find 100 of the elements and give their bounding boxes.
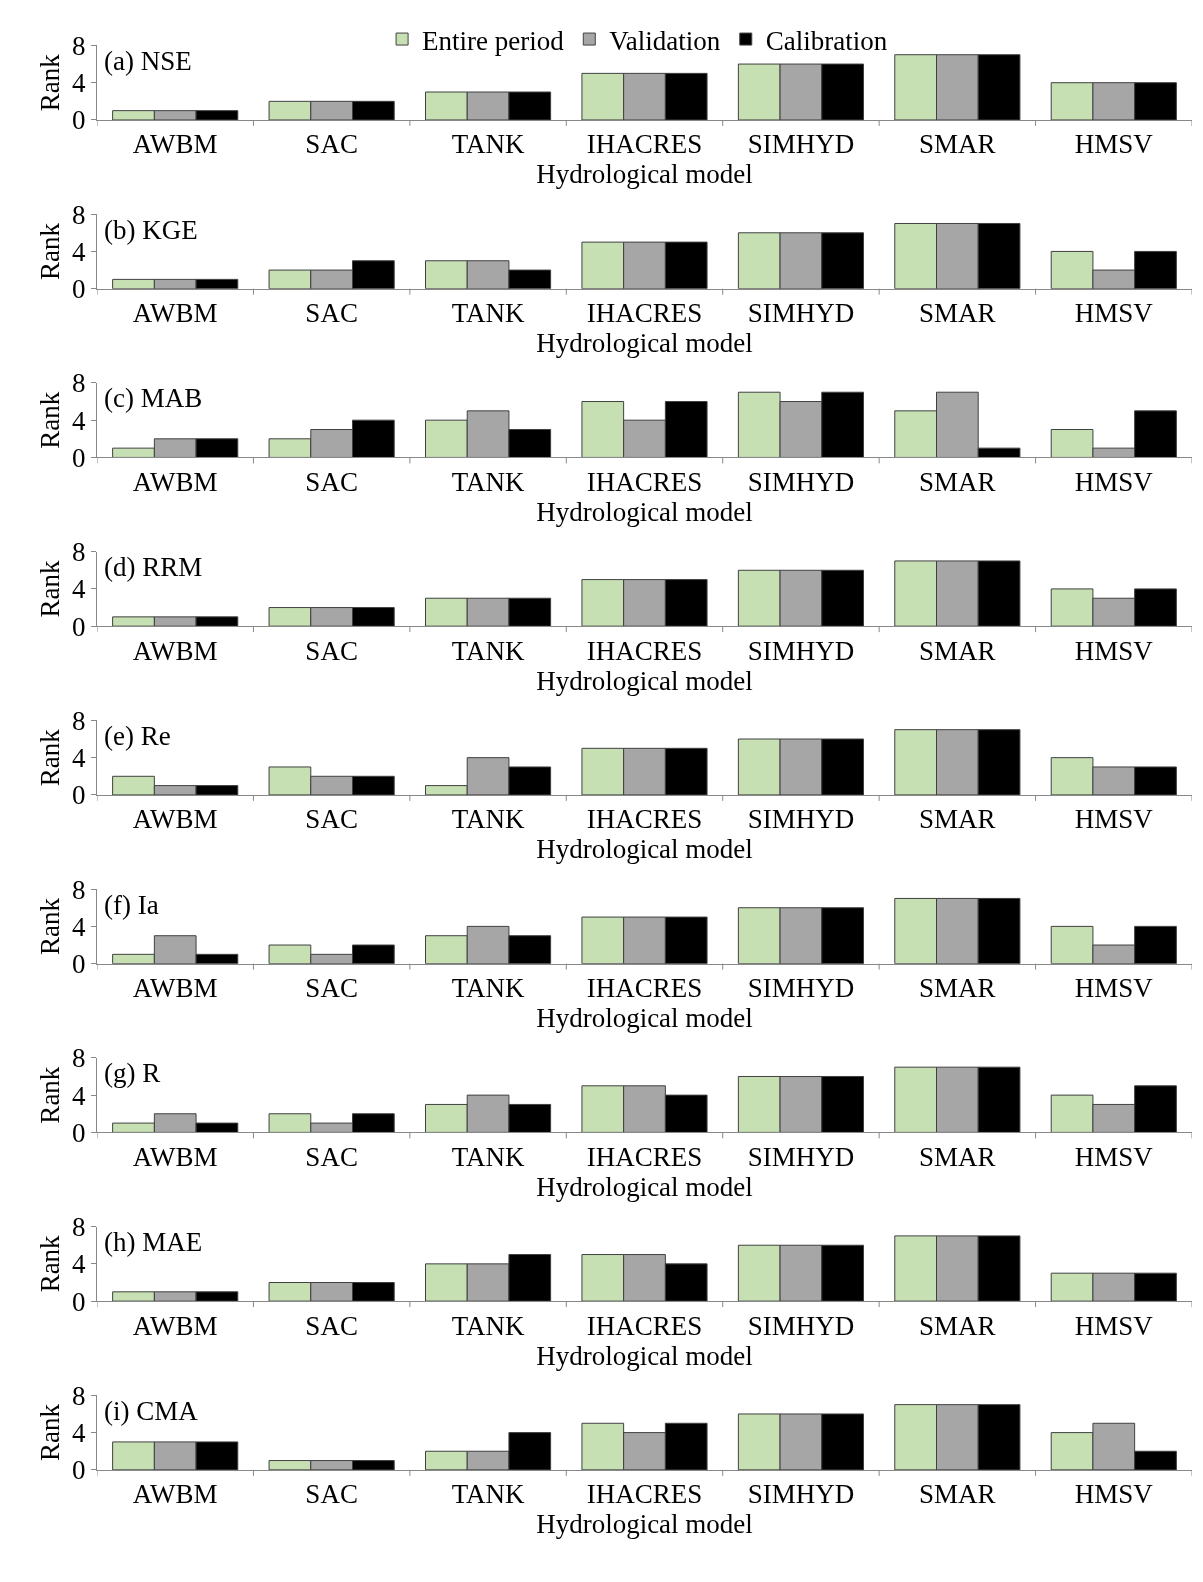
x-tick-label: SIMHYD (747, 466, 855, 497)
y-tick-label: 0 (72, 780, 86, 811)
x-tick-label: AWBM (132, 1479, 218, 1510)
x-tick-label: HMSV (1074, 973, 1154, 1004)
y-tick-label: 4 (72, 574, 87, 605)
x-tick-label: TANK (451, 466, 525, 497)
x-tick-label: IHACRES (586, 635, 703, 666)
x-tick-label: AWBM (132, 635, 218, 666)
x-tick-label: AWBM (132, 298, 218, 329)
x-tick-label: SAC (305, 1310, 358, 1341)
y-tick-label: 0 (72, 611, 86, 642)
x-tick-label: SAC (305, 635, 358, 666)
x-tick-label: SIMHYD (747, 1141, 855, 1172)
x-tick-label: IHACRES (586, 1141, 703, 1172)
x-tick-label: IHACRES (586, 1479, 703, 1510)
y-tick-label: 4 (72, 1080, 87, 1111)
x-tick-label: SIMHYD (747, 1310, 855, 1341)
x-tick-label: HMSV (1074, 129, 1154, 160)
y-tick-label: 8 (72, 368, 86, 399)
x-tick-label: SMAR (919, 804, 996, 835)
y-tick-label: 4 (72, 68, 87, 99)
y-tick-label: 4 (72, 236, 87, 267)
x-tick-label: SAC (305, 298, 358, 329)
x-tick-label: TANK (451, 973, 525, 1004)
y-tick-label: 8 (72, 1212, 86, 1243)
y-axis-title: Rank (35, 53, 66, 112)
y-axis-title: Rank (35, 728, 66, 787)
x-tick-label: SAC (305, 804, 358, 835)
x-tick-label: HMSV (1074, 635, 1154, 666)
x-tick-label: SMAR (919, 1479, 996, 1510)
x-axis-title: Hydrological model (536, 1171, 753, 1202)
x-tick-label: SIMHYD (747, 129, 855, 160)
y-axis-title: Rank (35, 1403, 66, 1462)
y-tick-label: 4 (72, 911, 87, 942)
y-tick-label: 8 (72, 199, 86, 230)
y-axis-title: Rank (35, 559, 66, 618)
x-tick-label: SMAR (919, 298, 996, 329)
chart-title: (f) Ia (104, 890, 159, 920)
x-tick-label: SMAR (919, 1310, 996, 1341)
x-tick-label: HMSV (1074, 1479, 1154, 1510)
x-tick-label: AWBM (132, 804, 218, 835)
x-tick-label: AWBM (132, 1141, 218, 1172)
x-axis-title: Hydrological model (536, 665, 753, 696)
y-axis-title: Rank (35, 1066, 66, 1124)
x-tick-label: SMAR (919, 1141, 996, 1172)
x-axis-title: Hydrological model (536, 1340, 753, 1371)
x-tick-label: SAC (305, 1141, 358, 1172)
y-tick-label: 0 (72, 442, 86, 473)
x-tick-label: TANK (451, 635, 525, 666)
y-tick-label: 0 (72, 1117, 86, 1148)
x-axis-title: Hydrological model (536, 1509, 753, 1540)
x-tick-label: SMAR (919, 466, 996, 497)
x-tick-label: HMSV (1074, 298, 1154, 329)
x-tick-label: TANK (451, 1479, 525, 1510)
y-tick-label: 8 (72, 30, 86, 61)
x-tick-label: TANK (451, 804, 525, 835)
x-tick-label: AWBM (132, 973, 218, 1004)
x-tick-label: AWBM (132, 466, 218, 497)
x-axis-title: Hydrological model (536, 1003, 753, 1034)
x-tick-label: SIMHYD (747, 298, 855, 329)
y-tick-label: 0 (72, 105, 86, 136)
chart-title: (e) Re (104, 721, 171, 751)
y-tick-label: 4 (72, 743, 87, 774)
x-tick-label: SAC (305, 466, 358, 497)
x-tick-label: HMSV (1074, 1310, 1154, 1341)
x-axis-title: Hydrological model (536, 496, 753, 527)
x-tick-label: SMAR (919, 129, 996, 160)
x-tick-label: IHACRES (586, 804, 703, 835)
x-tick-label: AWBM (132, 129, 218, 160)
chart-title: (h) MAE (104, 1227, 203, 1257)
y-tick-label: 0 (72, 949, 86, 980)
x-axis-title: Hydrological model (536, 159, 753, 190)
x-tick-label: HMSV (1074, 1141, 1154, 1172)
chart-title: (d) RRM (104, 552, 203, 582)
x-tick-label: TANK (451, 298, 525, 329)
x-tick-label: SIMHYD (747, 804, 855, 835)
y-tick-label: 0 (72, 1286, 86, 1317)
x-tick-label: IHACRES (586, 129, 703, 160)
x-tick-label: HMSV (1074, 804, 1154, 835)
y-tick-label: 8 (72, 705, 86, 736)
x-tick-label: SIMHYD (747, 1479, 855, 1510)
x-tick-label: IHACRES (586, 298, 703, 329)
legend-label: Validation (609, 25, 721, 56)
x-axis-title: Hydrological model (536, 328, 753, 359)
x-tick-label: SMAR (919, 635, 996, 666)
x-tick-label: IHACRES (586, 466, 703, 497)
y-tick-label: 8 (72, 1043, 86, 1074)
x-tick-label: SMAR (919, 973, 996, 1004)
x-tick-label: TANK (451, 1141, 525, 1172)
y-tick-label: 4 (72, 405, 87, 436)
x-tick-label: SAC (305, 973, 358, 1004)
chart-title: (b) KGE (104, 215, 198, 245)
x-tick-label: SAC (305, 1479, 358, 1510)
y-tick-label: 0 (72, 1455, 86, 1486)
x-tick-label: SIMHYD (747, 973, 855, 1004)
x-tick-label: IHACRES (586, 1310, 703, 1341)
x-axis-title: Hydrological model (536, 834, 753, 865)
chart-title: (g) R (104, 1058, 161, 1088)
x-tick-label: IHACRES (586, 973, 703, 1004)
y-tick-label: 0 (72, 274, 86, 305)
